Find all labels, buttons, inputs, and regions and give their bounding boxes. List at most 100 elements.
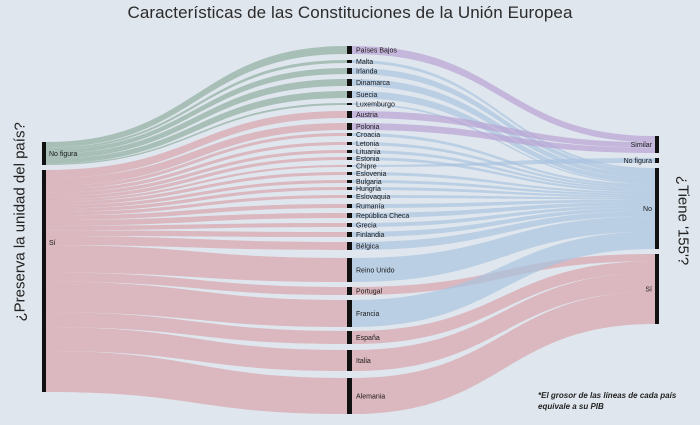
flow-right-malta (352, 60, 655, 170)
left-node-no-figura (42, 142, 46, 165)
flow-left-francia (46, 281, 347, 327)
node-rumania (347, 204, 352, 208)
left-label-no-figura: No figura (49, 151, 78, 158)
node-grecia (347, 223, 352, 227)
label-rumania: Rumanía (356, 204, 385, 211)
flow-left-lituania (46, 150, 347, 197)
label-portugal: Portugal (356, 289, 383, 296)
label-chipre: Chipre (356, 164, 377, 171)
label-francia: Francia (356, 311, 379, 318)
flow-right-eslovenia (352, 172, 655, 194)
label-lituania: Lituania (356, 149, 381, 156)
flow-left-hungria (46, 187, 347, 213)
node-bulgaria (347, 180, 352, 183)
flow-right-eslovaquia (352, 195, 655, 200)
flow-left-malta (46, 60, 347, 150)
flow-right-irlanda (352, 68, 655, 174)
flow-left-austria (46, 111, 347, 178)
node-lituania (347, 150, 352, 153)
flow-left-italia (46, 327, 347, 371)
left-axis-text: ¿Preserva la unidad del país? (11, 122, 29, 322)
flow-right-grecia (352, 205, 655, 227)
node-republica-checa (347, 213, 352, 218)
flow-left-reino-unido (46, 245, 347, 282)
label-bulgaria: Bulgaria (356, 179, 382, 186)
label-austria: Austria (356, 112, 378, 119)
flow-left-luxemburgo (46, 103, 347, 165)
flow-left-letonia (46, 142, 347, 193)
flow-left-republica-checa (46, 213, 347, 226)
right-label-similar: Similar (631, 142, 653, 149)
flow-left-espana (46, 312, 347, 344)
flow-left-portugal (46, 272, 347, 295)
label-italia: Italia (356, 358, 371, 365)
right-axis-text: ¿Tiene '155'? (674, 175, 692, 266)
label-irlanda: Irlanda (356, 69, 378, 76)
node-croacia (347, 133, 352, 136)
label-hungria: Hungría (356, 186, 381, 193)
node-malta (347, 60, 352, 63)
right-node-no (655, 168, 659, 249)
label-luxemburgo: Luxemburgo (356, 102, 395, 109)
label-eslovenia: Eslovenia (356, 171, 386, 178)
flow-right-reino-unido (352, 216, 655, 282)
country-nodes: Países Bajos Malta Irlanda Dinamarca Suecia L… (347, 46, 409, 414)
node-chipre (347, 165, 352, 167)
node-estonia (347, 157, 352, 160)
flow-right-croacia (352, 133, 655, 186)
label-letonia: Letonia (356, 141, 379, 148)
node-irlanda (347, 68, 352, 74)
footnote: *El grosor de las líneas de cada país eq… (538, 391, 677, 411)
label-belgica: Bélgica (356, 244, 379, 251)
label-polonia: Polonia (356, 124, 379, 131)
flow-right-alemania (352, 291, 655, 414)
flow-left-alemania (46, 351, 347, 414)
node-letonia (347, 142, 352, 145)
flow-left-irlanda (46, 68, 347, 154)
node-dinamarca (347, 79, 352, 86)
right-label-no-figura: No figura (624, 158, 653, 165)
left-label-si: Sí (49, 240, 56, 247)
label-alemania: Alemania (356, 394, 385, 401)
label-estonia: Estonia (356, 156, 379, 163)
node-belgica (347, 242, 352, 250)
label-reino-unido: Reino Unido (356, 268, 395, 275)
flow-right-republica-checa (352, 202, 655, 218)
label-suecia: Suecia (356, 92, 378, 99)
right-label-si: Sí (645, 287, 652, 294)
label-grecia: Grecia (356, 223, 377, 230)
flow-left-finlandia (46, 230, 347, 237)
right-node-si (655, 254, 659, 324)
flow-left-suecia (46, 91, 347, 164)
label-dinamarca: Dinamarca (356, 80, 390, 87)
flow-left-paises-bajos (46, 46, 347, 148)
flow-right-finlandia (352, 207, 655, 237)
flow-left-polonia (46, 123, 347, 186)
node-finlandia (347, 232, 352, 237)
label-republica-checa: República Checa (356, 213, 409, 220)
node-polonia (347, 123, 352, 130)
right-node-no-figura (655, 158, 659, 163)
label-espana: España (356, 335, 380, 342)
flow-right-chipre (352, 158, 655, 167)
chart-title: Características de las Constituciones de… (127, 3, 573, 22)
left-node-si (42, 170, 46, 392)
flow-right-italia (352, 272, 655, 371)
node-suecia (347, 91, 352, 98)
label-paises-bajos: Países Bajos (356, 48, 397, 55)
flow-left-grecia (46, 223, 347, 231)
node-eslovenia (347, 172, 352, 175)
node-francia (347, 300, 352, 327)
flow-left-eslovenia (46, 172, 347, 206)
label-croacia: Croacia (356, 132, 380, 139)
flow-right-rumania (352, 199, 655, 208)
label-finlandia: Finlandia (356, 232, 385, 239)
node-portugal (347, 287, 352, 295)
flow-right-estonia (352, 157, 655, 192)
flow-left-eslovaquia (46, 195, 347, 216)
node-austria (347, 111, 352, 118)
node-paises-bajos (347, 46, 352, 54)
flow-right-polonia (352, 123, 655, 153)
